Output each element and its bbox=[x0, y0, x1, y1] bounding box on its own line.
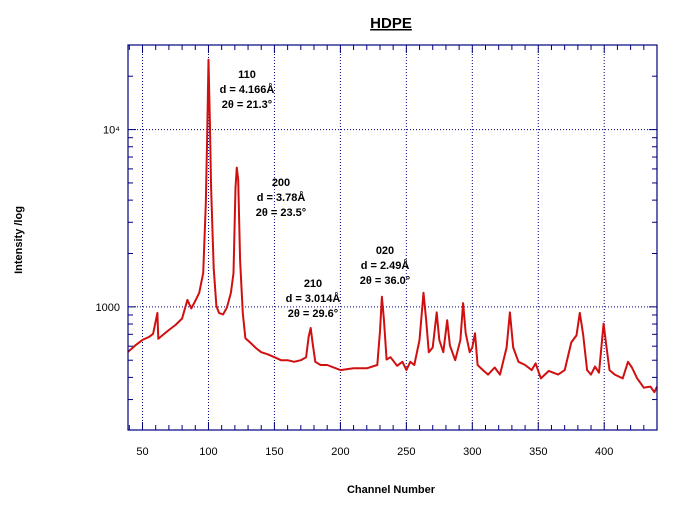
peak-annotation-line: 2θ = 36.0° bbox=[360, 275, 410, 287]
peak-annotation-line: d = 3.78Å bbox=[257, 191, 306, 204]
series-line-group bbox=[127, 58, 658, 394]
tick-labels: 50 100 150 200 250 300 350 400 1000 10⁴ bbox=[96, 125, 614, 458]
peak-annotation-line: 110 bbox=[238, 69, 256, 81]
x-tick-label: 200 bbox=[331, 446, 349, 458]
x-tick-label: 150 bbox=[265, 446, 283, 458]
x-tick-label: 350 bbox=[529, 446, 547, 458]
x-tick-label: 300 bbox=[463, 446, 481, 458]
chart-title: HDPE bbox=[370, 15, 412, 32]
y-tick-label: 10⁴ bbox=[103, 125, 120, 137]
x-tick-label: 100 bbox=[199, 446, 217, 458]
peak-annotation-line: d = 4.166Å bbox=[220, 83, 275, 96]
annotations: 110 d = 4.166Å 2θ = 21.3° 200 d = 3.78Å 2θ = … bbox=[220, 69, 411, 320]
peak-annotation-line: 2θ = 29.6° bbox=[288, 308, 338, 320]
peak-annotation-line: d = 3.014Å bbox=[286, 292, 341, 305]
peak-annotation-line: 200 bbox=[272, 177, 290, 189]
x-tick-label: 50 bbox=[136, 446, 148, 458]
series-line bbox=[127, 58, 658, 394]
peak-annotation-line: 020 bbox=[376, 245, 394, 257]
peak-annotation-line: d = 2.49Å bbox=[361, 259, 410, 272]
grid bbox=[128, 45, 657, 430]
peak-annotation-line: 210 bbox=[304, 278, 322, 290]
y-axis-label: Intensity /log bbox=[13, 206, 25, 274]
peak-annotation-line: 2θ = 23.5° bbox=[256, 207, 306, 219]
x-tick-label: 400 bbox=[595, 446, 613, 458]
plot-frame bbox=[127, 44, 658, 431]
x-axis-label: Channel Number bbox=[347, 484, 436, 496]
x-tick-label: 250 bbox=[397, 446, 415, 458]
y-tick-label: 1000 bbox=[96, 302, 120, 314]
peak-annotation-line: 2θ = 21.3° bbox=[222, 99, 272, 111]
